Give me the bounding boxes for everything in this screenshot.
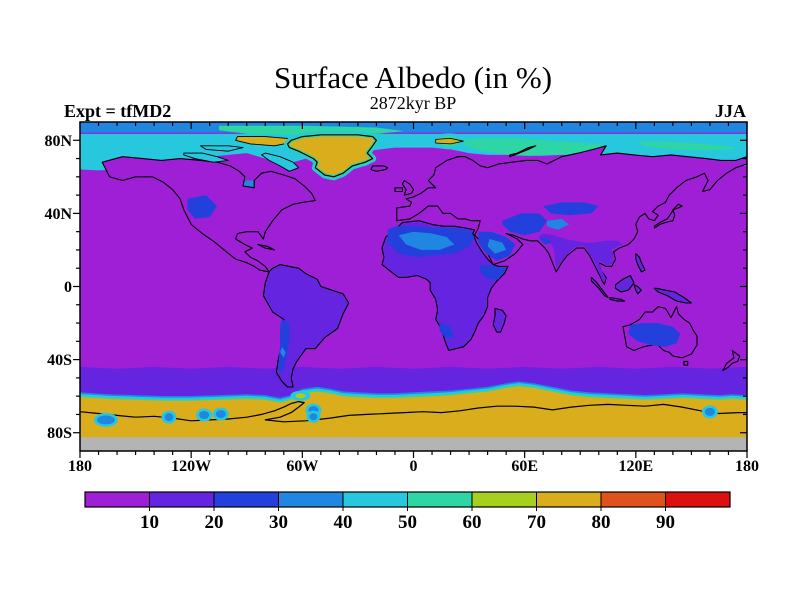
australia-interior bbox=[628, 323, 681, 347]
season-label: JJA bbox=[715, 101, 746, 121]
iran-central-asia bbox=[502, 213, 547, 236]
horn-of-africa bbox=[480, 264, 507, 280]
colorbar-tick-label: 10 bbox=[140, 512, 159, 533]
x-tick-label: 180 bbox=[68, 458, 92, 475]
ice-edge-blob bbox=[295, 393, 306, 399]
southwest-africa bbox=[439, 323, 455, 338]
andes bbox=[278, 319, 290, 375]
svalbard bbox=[435, 137, 464, 145]
cuba bbox=[257, 243, 276, 251]
japan bbox=[653, 203, 683, 229]
andes-core bbox=[280, 346, 286, 358]
madagascar bbox=[492, 307, 507, 333]
map-layer bbox=[80, 122, 747, 451]
polynya-spot bbox=[96, 415, 115, 425]
colorbar-segment bbox=[472, 492, 537, 507]
arabia-core bbox=[487, 239, 507, 254]
polynya-spot bbox=[164, 413, 174, 422]
new-guinea bbox=[653, 287, 692, 304]
tasmania bbox=[683, 360, 689, 366]
colorbar-tick-label: 20 bbox=[205, 512, 224, 533]
gobi bbox=[543, 202, 599, 216]
colorbar-tick-label: 90 bbox=[656, 512, 675, 533]
india-se-asia-dark bbox=[537, 233, 623, 281]
colorbar-tick-label: 50 bbox=[398, 512, 417, 533]
colorbar-segment bbox=[214, 492, 279, 507]
polynya-spot bbox=[704, 407, 715, 416]
colorbar-tick-label: 40 bbox=[334, 512, 353, 533]
ellesmere-island bbox=[235, 136, 294, 147]
y-tick-label: 80N bbox=[44, 133, 72, 150]
y-tick-label: 40S bbox=[47, 352, 72, 369]
queen-elizabeth-islands bbox=[199, 145, 244, 152]
colorbar-segment bbox=[665, 492, 730, 507]
baffin-island bbox=[261, 152, 300, 172]
colorbar: 10 20 30 40 50 60 70 80 90 bbox=[84, 491, 731, 533]
x-tick-label: 120W bbox=[171, 458, 211, 475]
y-tick-label: 0 bbox=[64, 279, 72, 296]
colorbar-segment bbox=[85, 492, 150, 507]
java bbox=[609, 296, 626, 302]
x-tick-label: 120E bbox=[618, 458, 653, 475]
y-tick-label: 40N bbox=[44, 206, 72, 223]
axes-layer: 180 120W 60W 0 60E 120E 180 80N 40N 0 40S 80S bbox=[44, 121, 759, 475]
polynya-spot bbox=[309, 413, 318, 421]
new-zealand bbox=[722, 349, 741, 372]
borneo bbox=[614, 274, 635, 293]
novaya-zemlya bbox=[509, 145, 537, 158]
map-clip-group bbox=[80, 122, 747, 451]
colorbar-segment bbox=[278, 492, 343, 507]
x-tick-label: 0 bbox=[410, 458, 418, 475]
colorbar-segment bbox=[601, 492, 666, 507]
x-tick-label: 60E bbox=[511, 458, 538, 475]
eurasia bbox=[396, 145, 747, 286]
victoria-island bbox=[183, 152, 229, 163]
sumatra bbox=[590, 276, 609, 299]
tibet bbox=[546, 218, 570, 230]
greenland-outline bbox=[286, 134, 377, 178]
arctic-turquoise-east-siberian bbox=[639, 141, 738, 151]
iceland bbox=[370, 165, 389, 172]
colorbar-tick-label: 30 bbox=[269, 512, 288, 533]
polynya-spot bbox=[199, 410, 210, 419]
chart-subtitle: 2872kyr BP bbox=[370, 93, 457, 113]
no-data-strip bbox=[80, 437, 747, 451]
north-america-west bbox=[187, 195, 218, 219]
ireland bbox=[394, 187, 403, 193]
great-britain bbox=[401, 179, 415, 196]
antarctic-ice-fill bbox=[80, 386, 747, 451]
y-tick-label: 80S bbox=[47, 425, 72, 442]
sahara-core bbox=[398, 231, 455, 250]
colorbar-tick-label: 70 bbox=[527, 512, 546, 533]
x-tick-label: 180 bbox=[735, 458, 759, 475]
x-tick-label: 60W bbox=[286, 458, 318, 475]
colorbar-tick-label: 60 bbox=[463, 512, 482, 533]
colorbar-segment bbox=[536, 492, 601, 507]
colorbar-segment bbox=[149, 492, 214, 507]
colorbar-segment bbox=[343, 492, 408, 507]
philippines bbox=[635, 253, 646, 273]
polynya-spot bbox=[215, 410, 226, 419]
colorbar-tick-label: 80 bbox=[592, 512, 611, 533]
colorbar-segment bbox=[407, 492, 472, 507]
sulawesi bbox=[633, 284, 642, 295]
experiment-label: Expt = tfMD2 bbox=[64, 101, 171, 121]
chart-title: Surface Albedo (in %) bbox=[274, 60, 552, 95]
